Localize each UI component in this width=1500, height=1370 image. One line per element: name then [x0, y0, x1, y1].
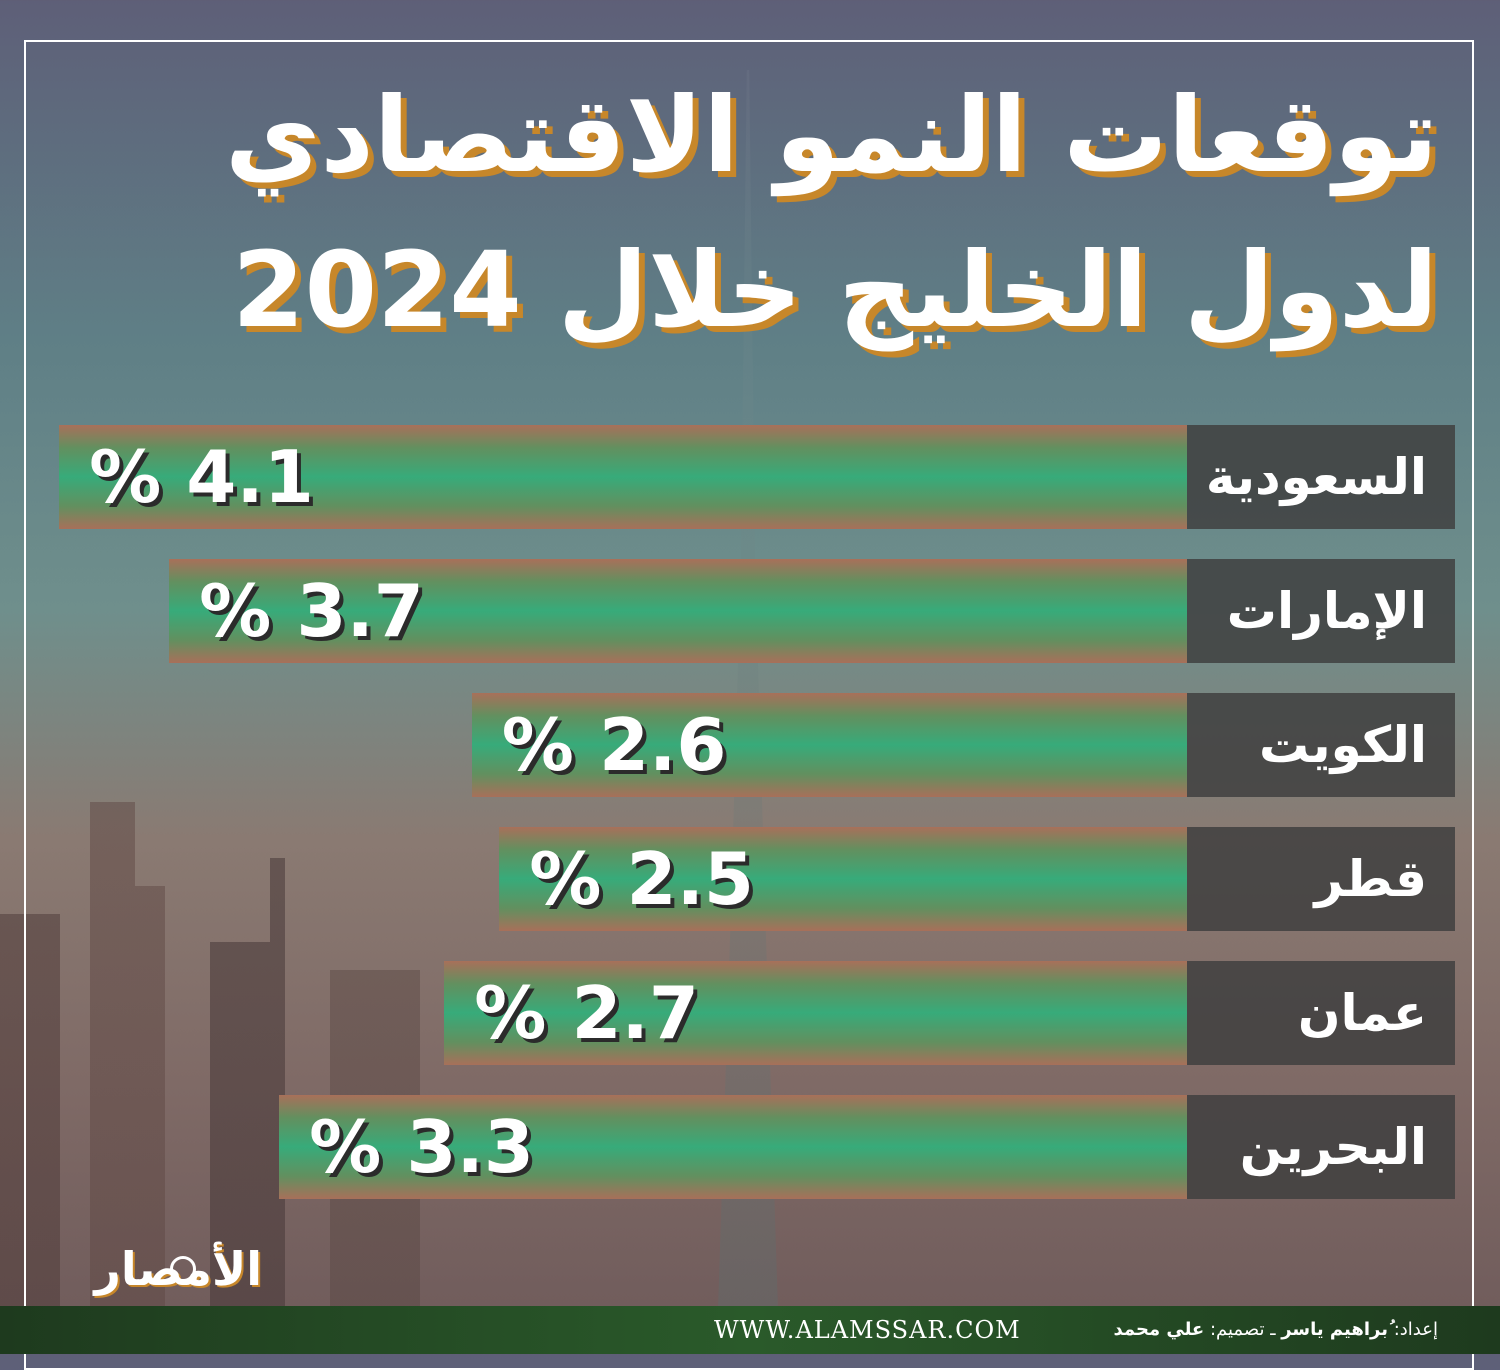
data-label: 4.1 %: [89, 435, 314, 519]
prep-label: إعداد:: [1393, 1319, 1438, 1340]
title-line-1: توقعات النمو الاقتصادي: [225, 74, 1438, 196]
bar: [471, 693, 1187, 797]
data-label: 2.7 %: [474, 971, 699, 1055]
bar: [499, 827, 1187, 931]
title-line-2: لدول الخليج خلال 2024: [232, 229, 1438, 351]
category-label: الإمارات: [1187, 559, 1455, 663]
bar: [59, 425, 1187, 529]
website-link[interactable]: WWW.ALAMSSAR.COM: [714, 1316, 1021, 1344]
credits-separator: ـ: [1270, 1319, 1276, 1340]
category-label: البحرين: [1187, 1095, 1455, 1199]
category-label: الكويت: [1187, 693, 1455, 797]
data-label: 3.3 %: [309, 1105, 534, 1189]
data-label: 3.7 %: [199, 569, 424, 653]
credits: إعداد: ُبراهيم ياسر ـ تصميم: علي محمد: [1114, 1306, 1438, 1354]
bar: [169, 559, 1187, 663]
prep-name: ُبراهيم ياسر: [1281, 1319, 1388, 1340]
footer-bar: WWW.ALAMSSAR.COM إعداد: ُبراهيم ياسر ـ ت…: [0, 1306, 1500, 1354]
category-label: السعودية: [1187, 425, 1455, 529]
bar: [279, 1095, 1187, 1199]
bar: [444, 961, 1187, 1065]
globe-icon: [170, 1256, 196, 1282]
logo: الأمصار: [94, 1238, 262, 1300]
design-name: علي محمد: [1113, 1319, 1205, 1340]
category-label: قطر: [1187, 827, 1455, 931]
category-label: عمان: [1187, 961, 1455, 1065]
data-label: 2.6 %: [501, 703, 727, 787]
data-label: 2.5 %: [529, 837, 755, 921]
design-label: تصميم:: [1209, 1319, 1265, 1340]
